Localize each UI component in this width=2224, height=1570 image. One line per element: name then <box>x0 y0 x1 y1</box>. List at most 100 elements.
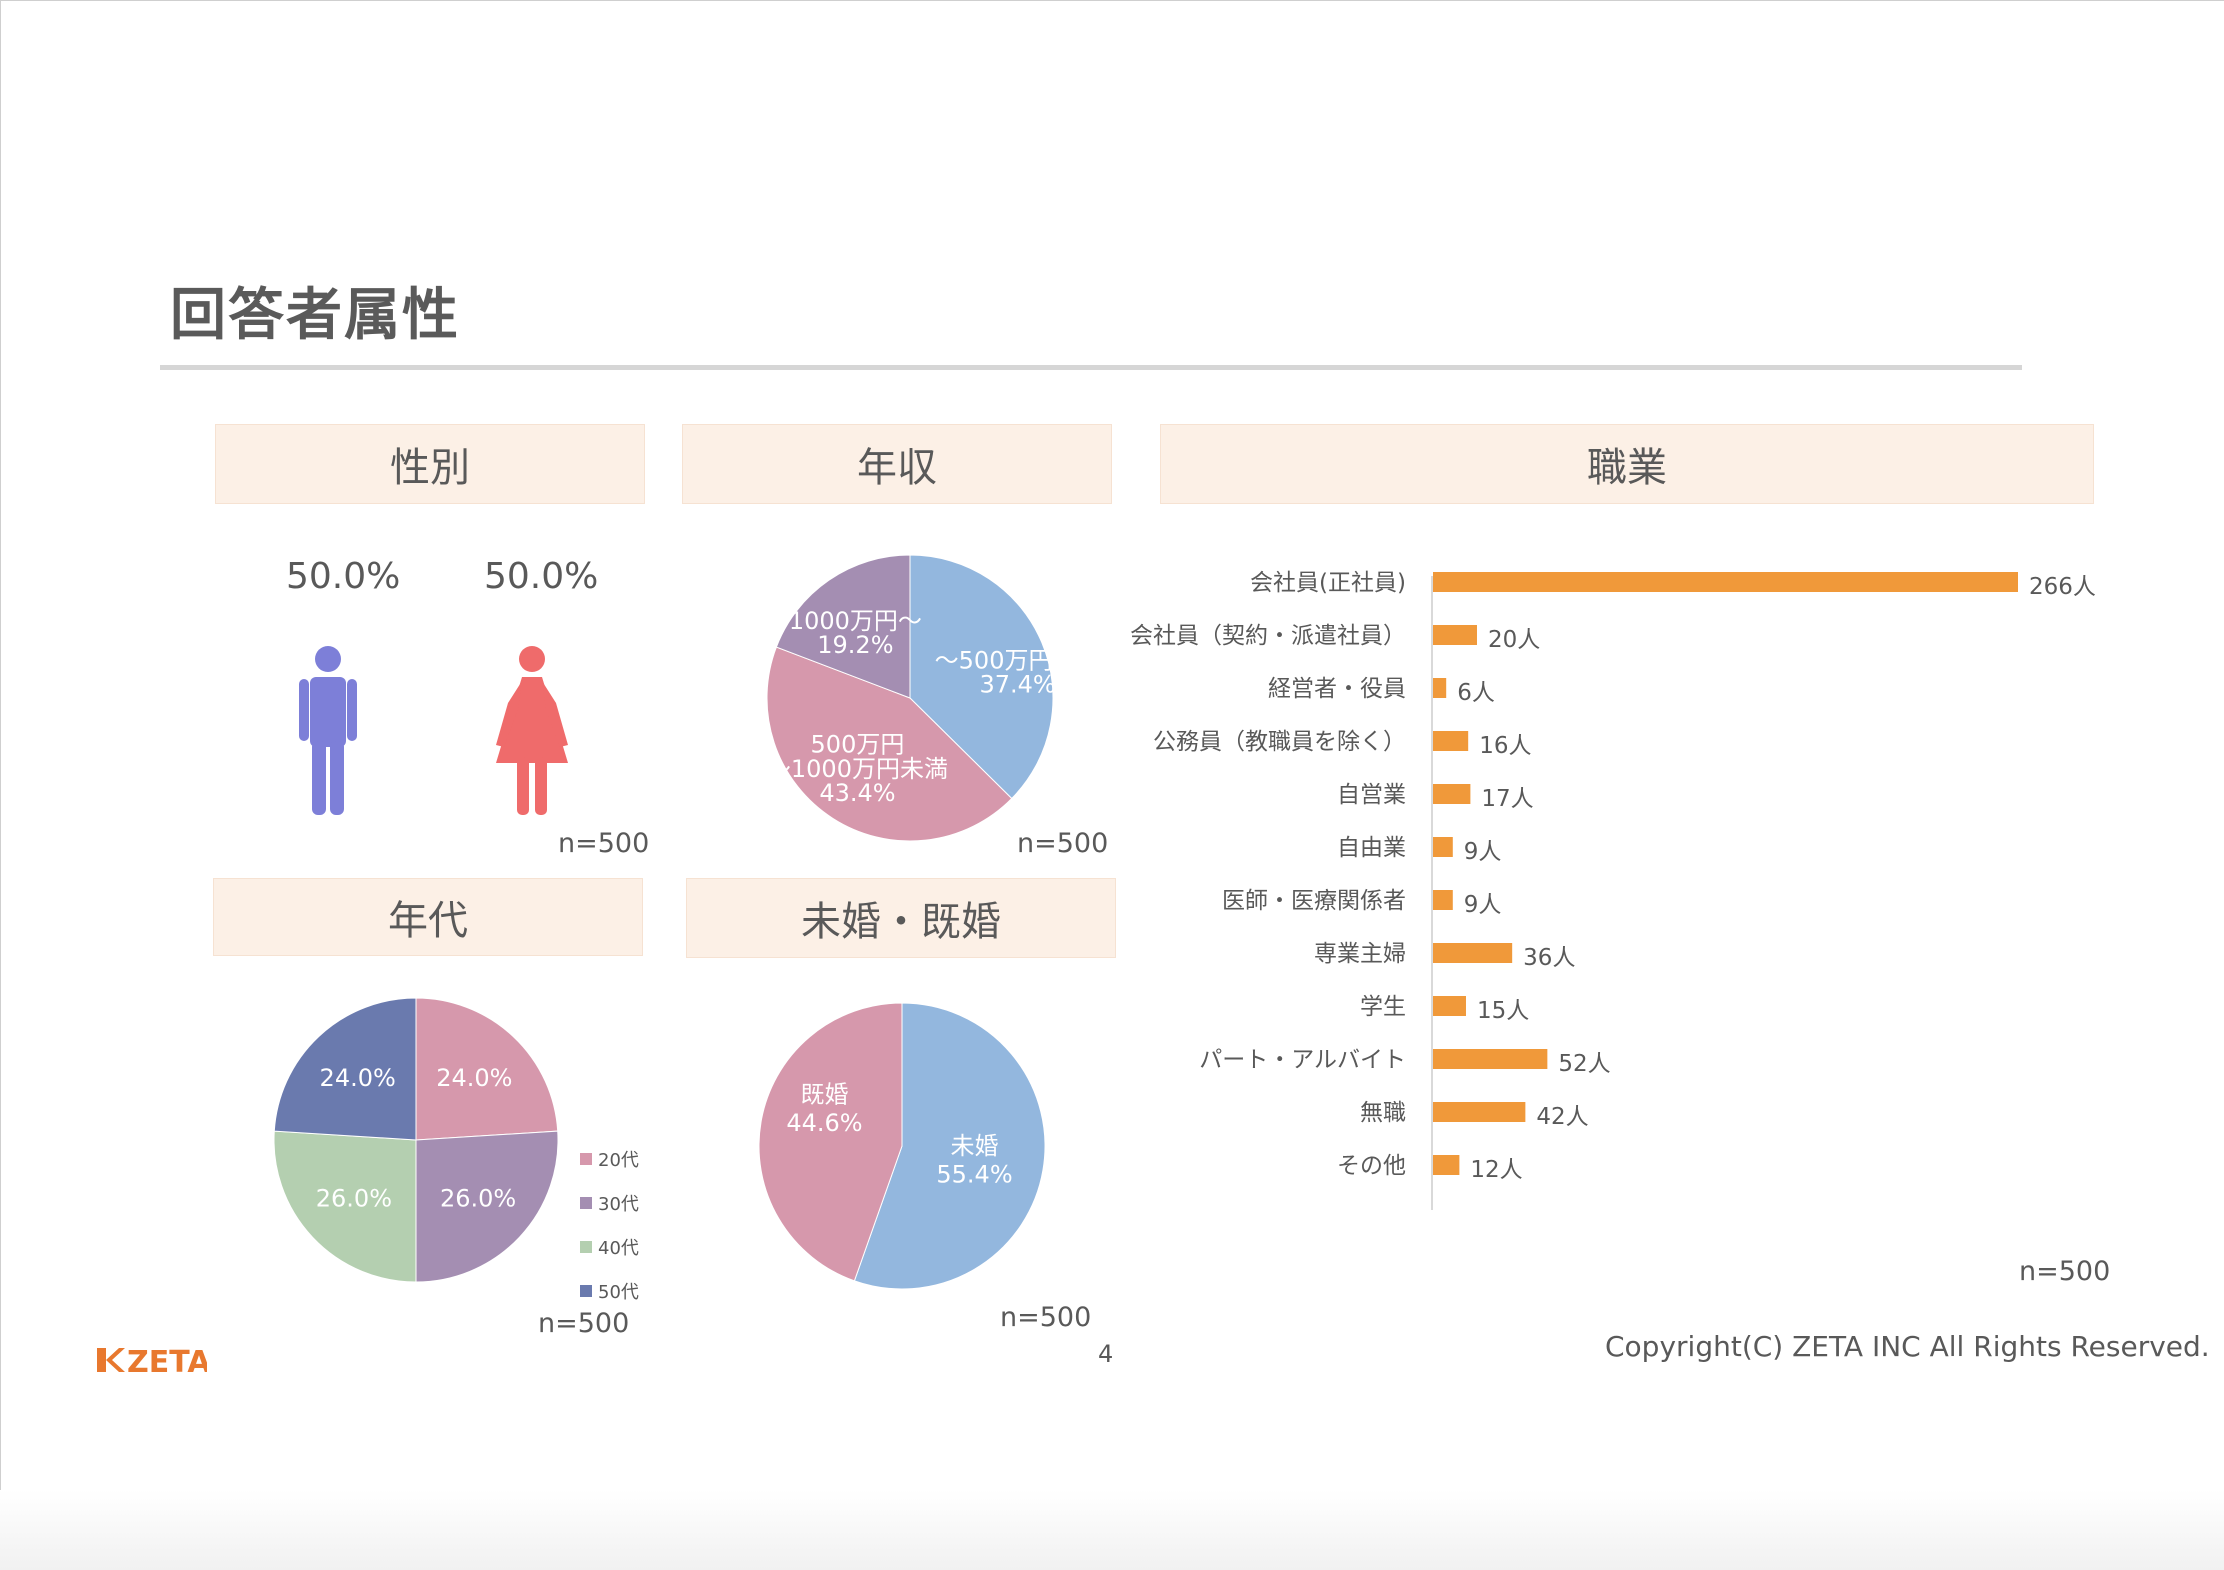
section-title-marital: 未婚・既婚 <box>801 899 1001 945</box>
age-legend-item-2: 40代 <box>580 1234 639 1260</box>
age-legend-swatch-1 <box>580 1197 592 1209</box>
age-legend-label-0: 20代 <box>598 1150 639 1171</box>
occupation-category-10: 無職 <box>1360 1100 1406 1126</box>
age-pie-slice-1 <box>415 1130 559 1283</box>
age-legend-label-1: 30代 <box>598 1194 639 1215</box>
income-pie-label-2-0: 1000万円～ <box>789 607 922 635</box>
title-underline <box>160 365 2022 370</box>
age-legend-item-1: 30代 <box>580 1190 639 1216</box>
occupation-value-0: 266人 <box>2029 574 2096 600</box>
occupation-category-5: 自由業 <box>1337 835 1406 861</box>
page-title: 回答者属性 <box>170 283 460 348</box>
occupation-value-6: 9人 <box>1464 892 1502 918</box>
occupation-value-4: 17人 <box>1481 786 1533 812</box>
occupation-bar-10 <box>1433 1102 1526 1122</box>
occupation-bar-1 <box>1433 625 1477 645</box>
age-pie-label-3-0: 24.0% <box>320 1064 396 1092</box>
age-legend-swatch-2 <box>580 1241 592 1253</box>
occupation-bar-4 <box>1433 784 1471 804</box>
occupation-value-5: 9人 <box>1464 839 1502 865</box>
income-pie-label-0-0: ～500万円未満 <box>935 646 1060 674</box>
age-legend-label-3: 50代 <box>598 1282 639 1303</box>
zeta-logo-text: ZETA <box>127 1345 207 1380</box>
income-pie-label-1-2: 43.4% <box>819 779 895 807</box>
occupation-bar-0 <box>1433 572 2018 592</box>
marital-pie-label-0-0: 未婚 <box>951 1132 999 1160</box>
age-legend-item-0: 20代 <box>580 1146 639 1172</box>
male-icon <box>299 646 357 815</box>
age-pie-slice-3 <box>273 997 417 1141</box>
occupation-category-3: 公務員（教職員を除く） <box>1153 729 1406 755</box>
section-title-age: 年代 <box>388 898 468 944</box>
page-border-left <box>0 0 1 1570</box>
page-border-top <box>0 0 2224 1</box>
income-n-label: n=500 <box>1017 828 1109 859</box>
income-pie-label-2-1: 19.2% <box>817 631 893 659</box>
occupation-category-0: 会社員(正社員) <box>1250 570 1406 596</box>
section-title-gender: 性別 <box>390 445 470 491</box>
age-legend-label-2: 40代 <box>598 1238 639 1259</box>
occupation-value-7: 36人 <box>1523 945 1575 971</box>
age-pie-label-1-0: 26.0% <box>440 1184 516 1212</box>
section-header-occupation: 職業 <box>1160 424 2094 504</box>
occupation-category-1: 会社員（契約・派遣社員） <box>1130 623 1406 649</box>
income-pie-label-0-1: 37.4% <box>979 670 1055 698</box>
gender-n-label: n=500 <box>558 828 650 859</box>
income-pie-slice-1 <box>766 646 1013 842</box>
age-pie-label-0-0: 24.0% <box>436 1064 512 1092</box>
marital-pie-label-0-1: 55.4% <box>936 1161 1012 1189</box>
occupation-value-2: 6人 <box>1457 680 1495 706</box>
age-n-label: n=500 <box>538 1308 630 1339</box>
occupation-value-8: 15人 <box>1477 998 1529 1024</box>
section-header-gender: 性別 <box>215 424 645 504</box>
occupation-bar-2 <box>1433 678 1447 698</box>
occupation-category-2: 経営者・役員 <box>1268 676 1406 702</box>
age-pie-label-2-0: 26.0% <box>316 1184 392 1212</box>
age-legend-swatch-0 <box>580 1153 592 1165</box>
occupation-bar-6 <box>1433 890 1453 910</box>
occupation-bar-3 <box>1433 731 1469 751</box>
occupation-value-10: 42人 <box>1536 1104 1588 1130</box>
marital-pie-slice-1 <box>758 1002 903 1282</box>
marital-pie-label-1-1: 44.6% <box>786 1109 862 1137</box>
age-legend-swatch-3 <box>580 1285 592 1297</box>
occupation-bar-7 <box>1433 943 1513 963</box>
section-header-income: 年収 <box>682 424 1112 504</box>
section-title-occupation: 職業 <box>1587 445 1667 491</box>
occupation-value-1: 20人 <box>1488 627 1540 653</box>
marital-n-label: n=500 <box>1000 1302 1092 1333</box>
section-title-income: 年収 <box>857 445 937 491</box>
copyright-text: Copyright(C) ZETA INC All Rights Reserve… <box>1605 1330 2210 1363</box>
occupation-category-11: その他 <box>1337 1153 1406 1179</box>
occupation-bar-8 <box>1433 996 1466 1016</box>
age-legend: 20代 30代 40代 50代 <box>580 1146 639 1322</box>
page-number: 4 <box>1098 1340 1114 1368</box>
occupation-category-6: 医師・医療関係者 <box>1222 888 1406 914</box>
occupation-value-3: 16人 <box>1479 733 1531 759</box>
occupation-category-8: 学生 <box>1360 994 1406 1020</box>
income-pie-slice-2 <box>775 554 911 699</box>
occupation-value-9: 52人 <box>1558 1051 1610 1077</box>
income-pie-label-1-1: ～1000万円未満 <box>767 755 948 783</box>
occupation-category-4: 自営業 <box>1337 782 1406 808</box>
occupation-value-11: 12人 <box>1470 1157 1522 1183</box>
occupation-bar-5 <box>1433 837 1453 857</box>
female-icon <box>496 646 568 815</box>
bottom-shadow <box>0 1490 2224 1570</box>
marital-pie-label-1-0: 既婚 <box>800 1081 848 1109</box>
occupation-category-7: 専業主婦 <box>1314 941 1406 967</box>
age-pie-slice-0 <box>415 997 559 1141</box>
income-pie-slice-0 <box>909 554 1054 800</box>
gender-female-percent: 50.0% <box>484 556 599 597</box>
zeta-logo: ZETA <box>97 1345 207 1380</box>
age-pie-chart: 24.0% 26.0% 26.0% 24.0% <box>273 997 559 1283</box>
age-legend-item-3: 50代 <box>580 1278 639 1304</box>
occupation-category-9: パート・アルバイト <box>1199 1047 1406 1073</box>
income-pie-label-1-0: 500万円 <box>811 731 905 759</box>
section-header-age: 年代 <box>213 878 643 956</box>
age-pie-slice-2 <box>273 1130 417 1283</box>
occupation-bar-11 <box>1433 1155 1460 1175</box>
